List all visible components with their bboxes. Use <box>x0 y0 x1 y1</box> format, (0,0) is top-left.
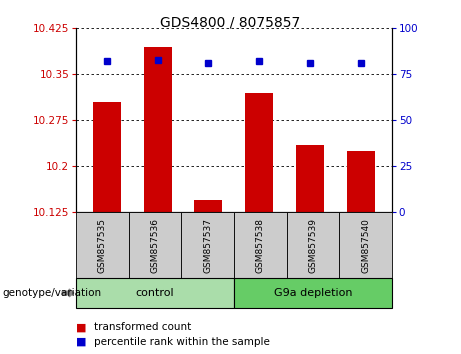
Text: transformed count: transformed count <box>94 322 191 332</box>
Text: percentile rank within the sample: percentile rank within the sample <box>94 337 270 347</box>
Bar <box>245 93 273 212</box>
Text: GSM857537: GSM857537 <box>203 218 212 273</box>
Text: G9a depletion: G9a depletion <box>274 288 352 298</box>
Bar <box>296 145 325 212</box>
Text: GSM857538: GSM857538 <box>256 218 265 273</box>
Bar <box>195 200 223 212</box>
Text: ■: ■ <box>76 337 87 347</box>
Text: GDS4800 / 8075857: GDS4800 / 8075857 <box>160 16 301 30</box>
Text: GSM857540: GSM857540 <box>361 218 370 273</box>
Text: genotype/variation: genotype/variation <box>2 288 101 298</box>
Bar <box>143 47 171 212</box>
Text: ■: ■ <box>76 322 87 332</box>
Text: GSM857536: GSM857536 <box>150 218 160 273</box>
Bar <box>347 151 375 212</box>
Text: GSM857539: GSM857539 <box>308 218 318 273</box>
Text: GSM857535: GSM857535 <box>98 218 107 273</box>
Text: control: control <box>136 288 174 298</box>
Bar <box>93 102 121 212</box>
